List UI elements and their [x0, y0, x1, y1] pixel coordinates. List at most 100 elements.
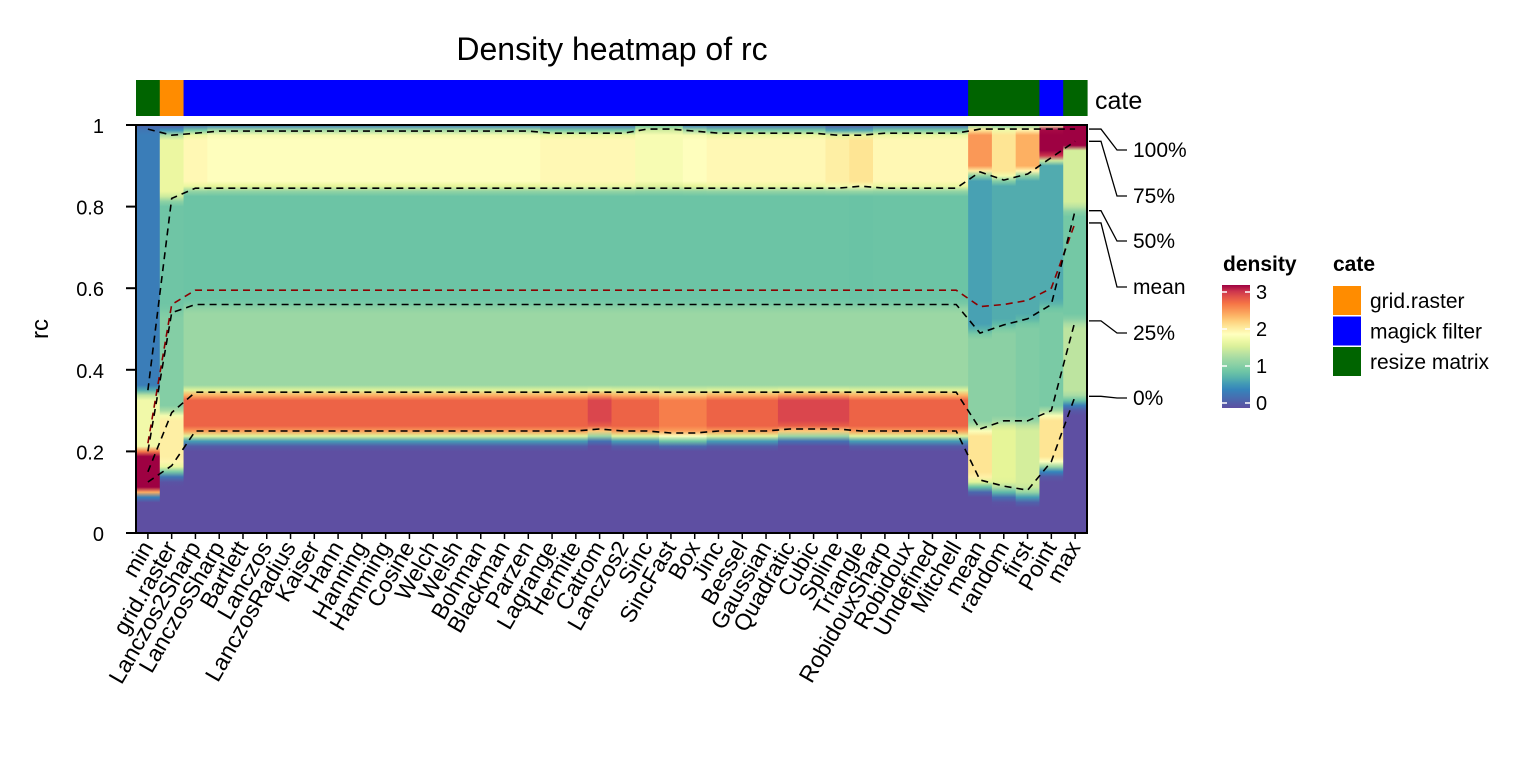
quantile-label-mean: mean: [1133, 276, 1186, 299]
annotation-cell-Gaussian: [754, 80, 779, 116]
annotation-cell-Robidoux: [896, 80, 922, 116]
quantile-lines: [147, 128, 1076, 492]
cate-legend-label: magick filter: [1370, 321, 1482, 344]
annotation-cell-Bessel: [730, 80, 755, 116]
cate-legend: cate grid.raster magick filter resize matri…: [1333, 253, 1490, 376]
heatmap-column-Quadratic: [777, 125, 803, 533]
annotation-cell-LanczosRadius: [278, 80, 304, 116]
quantile-label-connector: [1089, 222, 1127, 288]
heatmap-column-Blackman: [492, 125, 518, 533]
annotation-cell-Cubic: [801, 80, 827, 116]
density-legend: density 0 1 2 3: [1222, 253, 1297, 415]
annotation-bar: [136, 80, 1088, 116]
quantile-label-connector: [1089, 210, 1127, 242]
heatmap-column-Cubic: [801, 125, 827, 533]
quantile-labels: 100% 75% 50% mean 25% 0%: [1089, 128, 1187, 410]
density-legend-tick: 2: [1256, 319, 1267, 341]
cate-legend-label: grid.raster: [1370, 290, 1465, 313]
density-legend-tick: 1: [1256, 356, 1267, 378]
heatmap-column-Parzen: [516, 125, 541, 533]
annotation-cell-Kaiser: [302, 80, 327, 116]
x-axis: mingrid.rasterLanczos2SharpLanczosSharpB…: [103, 533, 1086, 688]
annotation-cell-mean: [968, 80, 993, 116]
annotation-cell-Welch: [421, 80, 446, 116]
annotation-cell-max: [1063, 80, 1088, 116]
annotation-cell-SincFast: [659, 80, 684, 116]
y-tick-label: 0.2: [76, 442, 104, 464]
cate-legend-swatch: [1333, 316, 1361, 346]
chart-title: Density heatmap of rc: [456, 31, 767, 67]
annotation-cell-Quadratic: [777, 80, 803, 116]
heatmap-column-Bessel: [730, 125, 755, 533]
quantile-line-75: [147, 140, 1076, 391]
heatmap-column-Lanczos2Sharp: [183, 125, 208, 533]
y-tick-label: 0.4: [76, 361, 104, 383]
y-axis-label: rc: [27, 319, 54, 339]
heatmap-column-Bartlett: [231, 125, 256, 533]
quantile-label-q25: 25%: [1133, 322, 1175, 345]
annotation-cell-Lanczos2: [611, 80, 636, 116]
annotation-cell-Jinc: [706, 80, 731, 116]
quantile-line-25: [147, 320, 1076, 473]
quantile-line-0: [147, 396, 1076, 492]
mean-line: [147, 222, 1076, 444]
y-axis: 0 0.2 0.4 0.6 0.8 1: [76, 116, 137, 546]
annotation-label: cate: [1095, 87, 1142, 115]
cate-legend-label: resize matrix: [1370, 351, 1490, 374]
annotation-cell-first: [1015, 80, 1041, 116]
y-tick-label: 0.6: [76, 279, 104, 301]
cate-legend-swatch: [1333, 347, 1361, 376]
annotation-cell-RobidouxSharp: [873, 80, 898, 116]
heatmap-column-LanczosRadius: [278, 125, 304, 533]
annotation-cell-LanczosSharp: [207, 80, 232, 116]
annotation-cell-Hermite: [563, 80, 589, 116]
heatmap-column-SincFast: [659, 125, 684, 533]
quantile-label-q100: 100%: [1133, 139, 1187, 162]
heatmap-column-max: [1063, 125, 1088, 533]
heatmap-column-Welsh: [445, 125, 470, 533]
quantile-label-q75: 75%: [1133, 185, 1175, 208]
quantile-label-q0: 0%: [1133, 387, 1163, 410]
heatmap-column-Hermite: [563, 125, 589, 533]
annotation-cell-random: [991, 80, 1017, 116]
annotation-cell-Mitchell: [944, 80, 969, 116]
heatmap-column-Spline: [825, 125, 850, 533]
heatmap-column-Undefined: [920, 125, 945, 533]
annotation-cell-Lanczos2Sharp: [183, 80, 208, 116]
heatmap-column-Bohman: [468, 125, 494, 533]
heatmap-column-random: [991, 125, 1017, 533]
annotation-cell-Sinc: [635, 80, 660, 116]
annotation-cell-Hanning: [349, 80, 375, 116]
quantile-label-connector: [1089, 128, 1127, 151]
heatmap-column-min: [136, 125, 161, 533]
heatmap-column-Hanning: [349, 125, 375, 533]
heatmap-column-Lanczos: [254, 125, 280, 533]
annotation-cell-Point: [1039, 80, 1064, 116]
heatmap-column-Cosine: [397, 125, 422, 533]
annotation-cell-min: [136, 80, 161, 116]
density-legend-colorbar: [1222, 285, 1250, 408]
quantile-line-50: [147, 210, 1076, 452]
annotation-cell-grid.raster: [159, 80, 185, 116]
annotation-cell-Box: [682, 80, 708, 116]
density-legend-title: density: [1223, 253, 1297, 276]
heatmap-column-first: [1015, 125, 1041, 533]
annotation-cell-Lanczos: [254, 80, 280, 116]
quantile-label-connector: [1089, 140, 1127, 197]
annotation-cell-Spline: [825, 80, 850, 116]
annotation-cell-Bartlett: [231, 80, 256, 116]
annotation-cell-Blackman: [492, 80, 518, 116]
heatmap-column-Kaiser: [302, 125, 327, 533]
annotation-cell-Lagrange: [540, 80, 565, 116]
heatmap-column-Robidoux: [896, 125, 922, 533]
quantile-label-q50: 50%: [1133, 230, 1175, 253]
density-legend-tick: 0: [1256, 393, 1267, 415]
heatmap-column-LanczosSharp: [207, 125, 232, 533]
heatmap-column-Welch: [421, 125, 446, 533]
annotation-cell-Triangle: [849, 80, 874, 116]
cate-legend-title: cate: [1333, 253, 1375, 276]
heatmap-column-Box: [682, 125, 708, 533]
heatmap-column-mean: [968, 125, 993, 533]
heatmap-column-RobidouxSharp: [873, 125, 898, 533]
